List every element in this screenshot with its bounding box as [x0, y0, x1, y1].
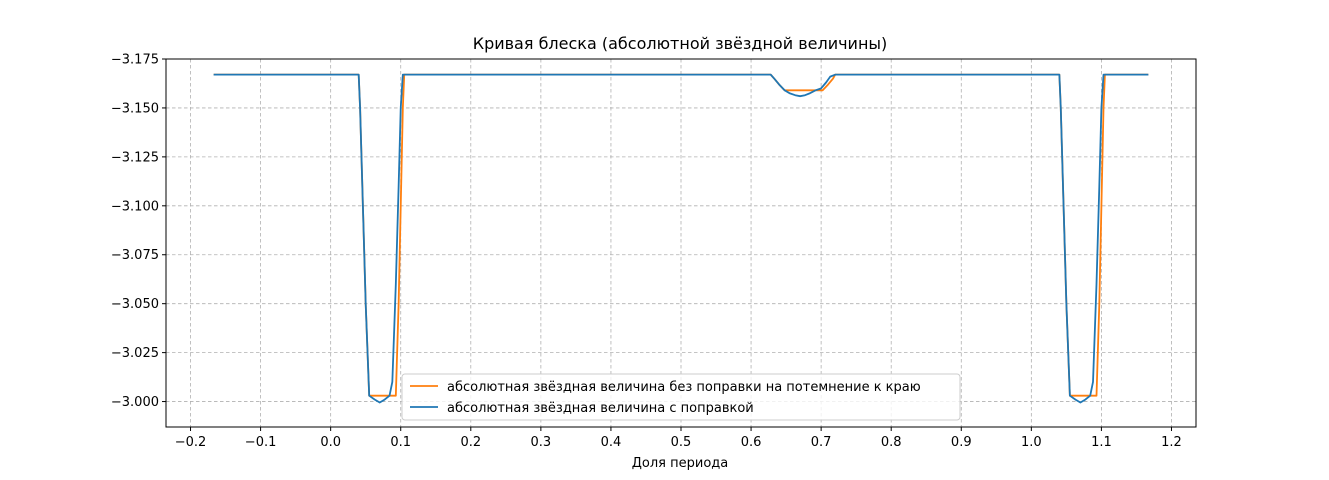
series-lines — [213, 73, 1149, 404]
x-tick-label: 0.5 — [671, 435, 692, 450]
x-tick-label: 0.4 — [601, 435, 622, 450]
legend-box — [401, 373, 961, 421]
chart-title: Кривая блеска (абсолютной звёздной велич… — [473, 34, 888, 53]
series-line-corrected — [213, 73, 1149, 404]
x-axis-ticks: −0.2 −0.1 0.0 0.1 0.2 0.3 0.4 0.5 0.6 0.7 0.8 0.9 1.… — [175, 427, 1182, 450]
x-tick-label: 0.3 — [531, 435, 552, 450]
x-tick-label: 1.2 — [1161, 435, 1182, 450]
x-tick-label: −0.1 — [245, 435, 277, 450]
y-tick-label: −3.075 — [111, 248, 159, 263]
y-tick-label: −3.175 — [111, 53, 159, 68]
y-tick-label: −3.000 — [111, 395, 159, 410]
x-tick-label: 0.7 — [811, 435, 832, 450]
legend-label-uncorrected: абсолютная звёздная величина без поправк… — [447, 380, 921, 395]
y-tick-label: −3.150 — [111, 101, 159, 116]
legend: абсолютная звёздная величина без поправк… — [401, 373, 961, 421]
x-tick-label: 1.1 — [1091, 435, 1112, 450]
x-tick-label: 0.0 — [320, 435, 341, 450]
y-tick-label: −3.025 — [111, 346, 159, 361]
x-tick-label: 0.2 — [460, 435, 481, 450]
x-tick-label: 0.6 — [741, 435, 762, 450]
x-tick-label: 0.9 — [951, 435, 972, 450]
x-tick-label: 0.1 — [390, 435, 411, 450]
x-tick-label: −0.2 — [175, 435, 207, 450]
x-tick-label: 0.8 — [881, 435, 902, 450]
y-tick-label: −3.125 — [111, 150, 159, 165]
series-line-uncorrected — [213, 73, 1149, 397]
y-tick-label: −3.050 — [111, 297, 159, 312]
legend-label-corrected: абсолютная звёздная величина с поправкой — [447, 401, 754, 416]
y-tick-label: −3.100 — [111, 199, 159, 214]
y-axis-ticks: −3.175 −3.150 −3.125 −3.100 −3.075 −3.050 −3.0… — [111, 53, 166, 410]
x-axis-label: Доля периода — [632, 456, 728, 471]
x-tick-label: 1.0 — [1021, 435, 1042, 450]
